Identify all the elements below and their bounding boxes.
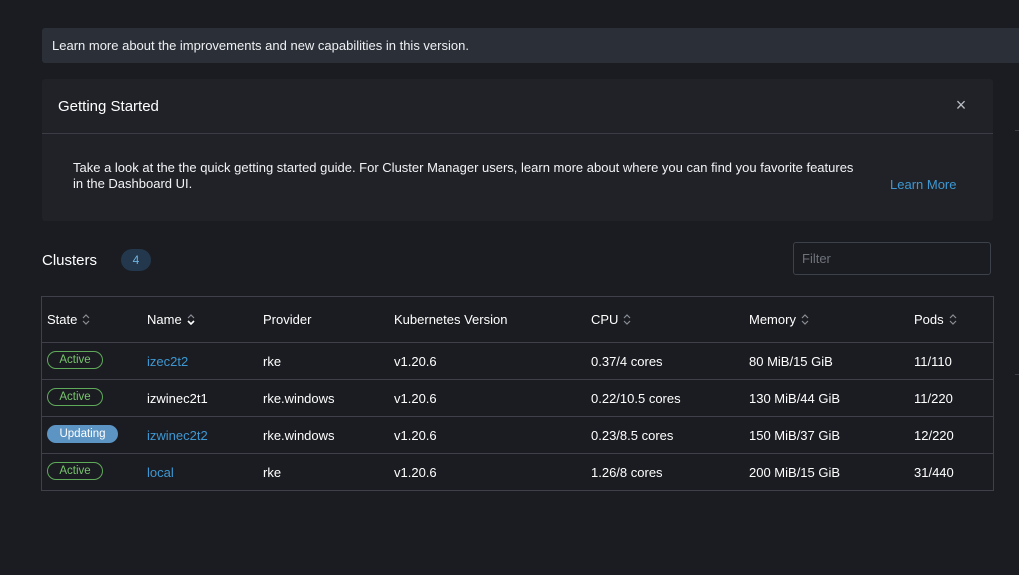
divider (1015, 374, 1019, 375)
status-badge: Updating (47, 425, 118, 443)
column-header-label: State (47, 312, 78, 327)
cluster-name: izwinec2t1 (147, 391, 208, 406)
sort-icon (82, 313, 90, 328)
close-icon[interactable]: × (955, 95, 967, 115)
table-row[interactable]: Updating izwinec2t2 rke.windows v1.20.6 … (42, 417, 993, 454)
version-cell: v1.20.6 (394, 391, 437, 406)
column-header-kubernetes-version: Kubernetes Version (394, 312, 507, 327)
version-cell: v1.20.6 (394, 428, 437, 443)
provider-cell: rke.windows (263, 428, 335, 443)
provider-cell: rke.windows (263, 391, 335, 406)
memory-cell: 130 MiB/44 GiB (749, 391, 841, 406)
column-header-label: Memory (749, 312, 796, 327)
column-header-cpu[interactable]: CPU (591, 312, 631, 328)
pods-cell: 11/220 (914, 391, 953, 406)
sort-icon (623, 313, 631, 328)
cpu-cell: 0.37/4 cores (591, 354, 663, 369)
table-row[interactable]: Active local rke v1.20.6 1.26/8 cores 20… (42, 454, 993, 490)
table-header: State Name Provider Kubernetes Version C… (42, 297, 993, 343)
version-cell: v1.20.6 (394, 465, 437, 480)
banner-text: Learn more about the improvements and ne… (52, 38, 469, 53)
column-header-label: Provider (263, 312, 312, 327)
learn-more-link[interactable]: Learn More (890, 177, 957, 192)
column-header-label: Pods (914, 312, 944, 327)
table-row[interactable]: Active izec2t2 rke v1.20.6 0.37/4 cores … (42, 343, 993, 380)
cluster-name-link[interactable]: local (147, 465, 174, 480)
memory-cell: 150 MiB/37 GiB (749, 428, 841, 443)
pods-cell: 31/440 (914, 465, 954, 480)
cpu-cell: 0.22/10.5 cores (591, 391, 681, 406)
column-header-pods[interactable]: Pods (914, 312, 957, 328)
getting-started-panel: Getting Started × Take a look at the the… (42, 79, 993, 221)
getting-started-title: Getting Started (58, 98, 159, 115)
divider (1015, 130, 1019, 131)
provider-cell: rke (263, 354, 282, 369)
cpu-cell: 0.23/8.5 cores (591, 428, 674, 443)
sort-icon (949, 313, 957, 328)
pods-cell: 11/110 (914, 354, 952, 369)
column-header-memory[interactable]: Memory (749, 312, 809, 328)
column-header-state[interactable]: State (47, 312, 90, 328)
cluster-name-link[interactable]: izec2t2 (147, 354, 189, 369)
clusters-count-badge: 4 (121, 249, 151, 271)
cluster-name-link[interactable]: izwinec2t2 (147, 428, 208, 443)
column-header-label: Kubernetes Version (394, 312, 508, 327)
table-row[interactable]: Active izwinec2t1 rke.windows v1.20.6 0.… (42, 380, 993, 417)
memory-cell: 80 MiB/15 GiB (749, 354, 833, 369)
column-header-provider: Provider (263, 312, 311, 327)
memory-cell: 200 MiB/15 GiB (749, 465, 841, 480)
status-badge: Active (47, 351, 103, 369)
column-header-name[interactable]: Name (147, 312, 195, 328)
status-badge: Active (47, 388, 103, 406)
pods-cell: 12/220 (914, 428, 954, 443)
filter-input[interactable] (793, 242, 991, 275)
getting-started-body: Take a look at the the quick getting sta… (73, 160, 854, 191)
release-notes-banner[interactable]: Learn more about the improvements and ne… (42, 28, 1019, 63)
cpu-cell: 1.26/8 cores (591, 465, 663, 480)
version-cell: v1.20.6 (394, 354, 437, 369)
clusters-table: State Name Provider Kubernetes Version C… (41, 296, 994, 491)
provider-cell: rke (263, 465, 282, 480)
column-header-label: CPU (591, 312, 619, 327)
clusters-title: Clusters (42, 252, 98, 269)
getting-started-header: Getting Started × (42, 79, 993, 134)
sort-icon (801, 313, 809, 328)
column-header-label: Name (147, 312, 182, 327)
sort-icon (187, 313, 195, 328)
status-badge: Active (47, 462, 103, 480)
